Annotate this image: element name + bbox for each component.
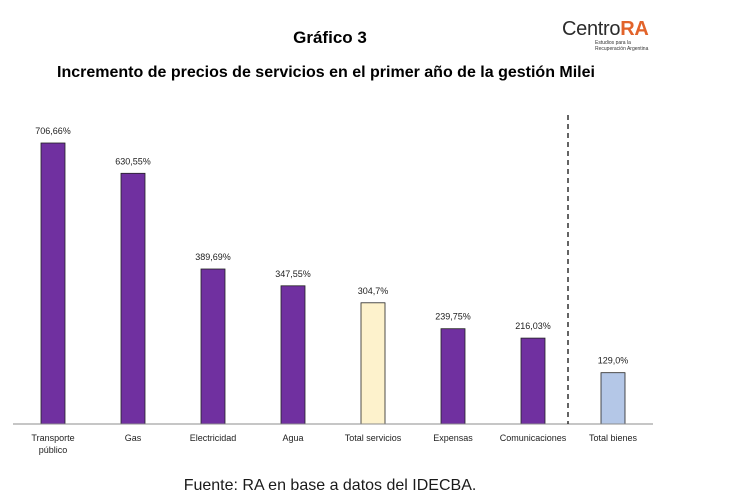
bar-6 xyxy=(520,337,546,425)
bar-3 xyxy=(280,285,306,425)
data-label-1: 630,55% xyxy=(115,156,151,166)
bar-7 xyxy=(600,372,626,425)
data-label-3: 347,55% xyxy=(275,269,311,279)
category-label-4: Total servicios xyxy=(345,433,402,443)
data-label-0: 706,66% xyxy=(35,126,71,136)
data-label-5: 239,75% xyxy=(435,312,471,322)
centro-ra-logo: CentroRA Estudios para la Recuperación A… xyxy=(562,18,672,58)
logo-centro-text: Centro xyxy=(562,18,621,40)
data-label-2: 389,69% xyxy=(195,252,231,262)
data-label-4: 304,7% xyxy=(358,286,389,296)
logo-tagline: Estudios para la Recuperación Argentina xyxy=(595,40,665,52)
logo-ra-text: RA xyxy=(620,18,649,40)
category-label-0-line-1: público xyxy=(39,445,68,455)
data-label-6: 216,03% xyxy=(515,321,551,331)
category-labels-group: Transporte público Gas Electricidad Agua Tota… xyxy=(31,433,637,455)
bar-0 xyxy=(40,142,66,425)
bar-5 xyxy=(440,328,466,425)
category-label-3: Agua xyxy=(282,433,303,443)
logo-tagline-line2: Recuperación Argentina xyxy=(595,46,649,52)
category-label-7: Total bienes xyxy=(589,433,638,443)
category-label-6: Comunicaciones xyxy=(500,433,567,443)
data-label-7: 129,0% xyxy=(598,356,629,366)
bars-group xyxy=(40,142,626,425)
category-label-5: Expensas xyxy=(433,433,473,443)
chart-title: Incremento de precios de servicios en el… xyxy=(57,64,595,81)
category-label-1: Gas xyxy=(125,433,142,443)
category-label-0-line-0: Transporte xyxy=(31,433,74,443)
bar-1 xyxy=(120,172,146,425)
data-labels-group: 706,66% 630,55% 389,69% 347,55% 304,7% 239,75… xyxy=(35,126,628,366)
chart-number: Gráfico 3 xyxy=(293,28,367,47)
source-note: Fuente: RA en base a datos del IDECBA. xyxy=(183,477,477,494)
category-label-2: Electricidad xyxy=(190,433,237,443)
bar-2 xyxy=(200,268,226,425)
logo-tagline-line1: Estudios para la xyxy=(595,40,631,46)
bar-4 xyxy=(360,302,386,425)
